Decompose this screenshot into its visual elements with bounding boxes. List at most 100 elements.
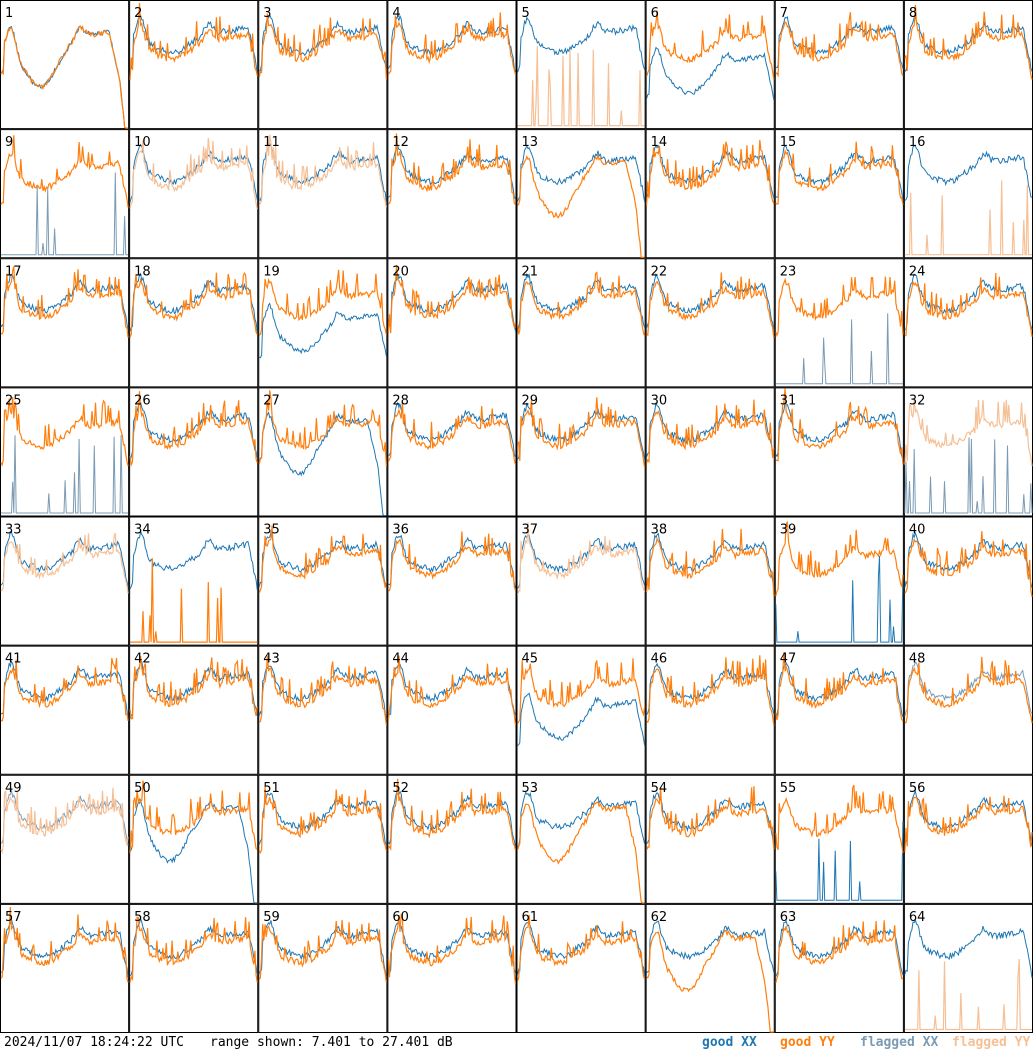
series-yy: [775, 12, 904, 78]
panel-label: 53: [522, 781, 539, 796]
panel-18: 18: [129, 258, 259, 388]
panel-label: 30: [651, 393, 668, 408]
panel-2: 2: [129, 0, 259, 130]
panel-frame: [387, 903, 517, 1033]
panel-63: 63: [774, 903, 904, 1033]
panel-label: 19: [263, 264, 280, 279]
panel-label: 50: [134, 781, 151, 796]
series-xx: [0, 530, 129, 588]
panel-label: 16: [909, 135, 926, 150]
panel-frame: [903, 774, 1033, 904]
panel-frame: [387, 129, 517, 259]
legend-good-xx: good XX: [702, 1035, 757, 1050]
panel-frame: [774, 258, 904, 388]
series-xx: [646, 920, 775, 974]
series-xx: [775, 400, 904, 460]
series-yy: [387, 655, 517, 726]
series-yy: [258, 919, 387, 983]
panel-frame: [903, 903, 1033, 1033]
panel-54: 54: [645, 774, 775, 904]
series-yy: [258, 269, 387, 336]
panel-label: 33: [5, 523, 22, 538]
series-xx: [258, 920, 387, 977]
footer: 2024/11/07 18:24:22 UTC range shown: 7.4…: [0, 1033, 1033, 1053]
panel-17: 17: [0, 258, 130, 388]
panel-label: 22: [651, 264, 668, 279]
series-yy: [646, 10, 775, 80]
panel-label: 20: [392, 264, 409, 279]
panel-50: 50: [129, 774, 259, 904]
panel-label: 37: [522, 523, 539, 538]
panel-64: 64: [903, 903, 1033, 1033]
series-yy: [259, 655, 387, 726]
series-yy: [258, 134, 387, 208]
panel-9: 9: [0, 129, 130, 259]
series-xx: [517, 692, 646, 746]
panel-label: 18: [134, 264, 151, 279]
series-xx: [904, 16, 1033, 72]
panel-59: 59: [258, 903, 388, 1033]
panel-frame: [129, 0, 259, 130]
panel-43: 43: [258, 645, 388, 775]
panel-label: 51: [263, 781, 280, 796]
panel-frame: [774, 129, 904, 259]
series-yy: [904, 795, 1033, 852]
panel-30: 30: [645, 387, 775, 517]
panel-frame: [903, 258, 1033, 388]
series-yy: [517, 46, 645, 127]
timestamp: 2024/11/07 18:24:22 UTC: [4, 1035, 185, 1050]
series-yy: [0, 135, 129, 208]
panel-label: 58: [134, 910, 151, 925]
panel-15: 15: [774, 129, 904, 259]
legend-flagged-yy: flagged YY: [952, 1035, 1031, 1050]
panel-frame: [387, 387, 517, 517]
panel-label: 46: [651, 652, 668, 667]
series-yy: [516, 914, 646, 982]
series-yy: [129, 656, 258, 720]
series-xx: [129, 529, 258, 591]
series-yy: [387, 402, 517, 465]
panel-19: 19: [258, 258, 388, 388]
panel-label: 61: [522, 910, 539, 925]
series-yy: [904, 656, 1033, 724]
panel-label: 23: [780, 264, 797, 279]
series-yy: [129, 916, 258, 983]
panel-label: 34: [134, 523, 151, 538]
panel-label: 54: [651, 781, 668, 796]
panel-frame: [258, 129, 388, 259]
series-yy: [517, 397, 646, 468]
panel-61: 61: [516, 903, 646, 1033]
panel-label: 45: [522, 652, 539, 667]
series-yy: [646, 399, 775, 464]
panel-label: 6: [651, 6, 659, 21]
panel-44: 44: [387, 645, 517, 775]
panel-26: 26: [129, 387, 259, 517]
series-yy: [646, 139, 775, 206]
panel-12: 12: [387, 129, 517, 259]
series-yy: [516, 271, 646, 337]
series-xx: [1, 172, 129, 256]
panel-label: 47: [780, 652, 797, 667]
series-yy: [388, 531, 517, 592]
legend-flagged-xx: flagged XX: [860, 1035, 939, 1050]
panel-3: 3: [258, 0, 388, 130]
series-xx: [775, 145, 904, 202]
panel-label: 5: [522, 6, 530, 21]
series-yy: [388, 133, 516, 205]
series-xx: [1, 434, 129, 514]
series-xx: [904, 918, 1033, 978]
panel-label: 4: [392, 6, 400, 21]
series-yy: [387, 264, 517, 334]
series-xx: [646, 532, 775, 589]
series-yy: [258, 786, 387, 854]
panel-label: 9: [5, 135, 13, 150]
panel-frame: [516, 516, 646, 646]
panel-frame: [387, 774, 517, 904]
panel-label: 64: [909, 910, 926, 925]
panel-51: 51: [258, 774, 388, 904]
panel-label: 11: [263, 135, 280, 150]
panel-label: 56: [909, 781, 926, 796]
panel-52: 52: [387, 774, 517, 904]
panel-frame: [0, 258, 130, 388]
panel-45: 45: [516, 645, 646, 775]
